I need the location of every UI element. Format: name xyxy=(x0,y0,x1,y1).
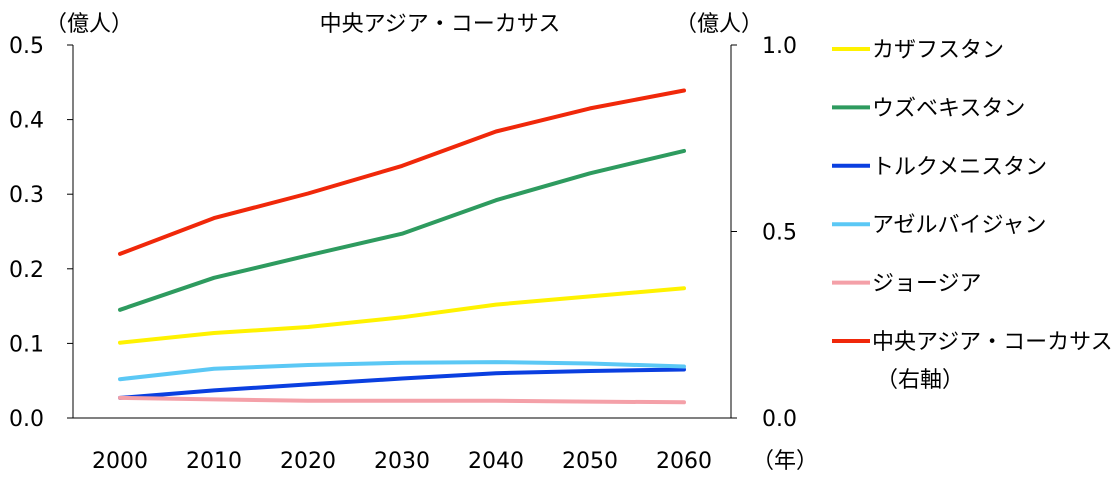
series-line-5 xyxy=(118,395,686,405)
left-tick-label: 0.3 xyxy=(9,183,44,208)
legend-label: 中央アジア・コーカサス xyxy=(872,330,1112,355)
series-line-4 xyxy=(118,360,686,382)
series-line-1 xyxy=(118,286,686,345)
x-tick-label: 2050 xyxy=(562,449,618,474)
x-tick-label: 2060 xyxy=(656,449,712,474)
x-tick-label: 2040 xyxy=(468,449,524,474)
chart-title: 中央アジア・コーカサス xyxy=(320,12,561,37)
left-axis-unit: （億人） xyxy=(45,12,133,37)
right-tick-label: 0.5 xyxy=(762,221,797,246)
legend-sublabel: （右軸） xyxy=(876,368,964,393)
left-tick-label: 0.2 xyxy=(9,258,44,283)
x-tick-label: 2030 xyxy=(374,449,430,474)
series-line-3 xyxy=(118,367,686,400)
right-tick-label: 1.0 xyxy=(762,34,797,59)
left-tick-label: 0.5 xyxy=(9,34,44,59)
left-tick-label: 0.0 xyxy=(9,407,44,432)
legend-label: アゼルバイジャン xyxy=(872,213,1046,238)
x-tick-label: 2020 xyxy=(280,449,336,474)
series-line-6 xyxy=(118,88,686,256)
left-tick-label: 0.4 xyxy=(9,109,44,134)
legend-label: カザフスタン xyxy=(872,38,1004,63)
x-axis-unit: （年） xyxy=(752,449,818,474)
right-tick-label: 0.0 xyxy=(762,407,797,432)
x-tick-label: 2010 xyxy=(186,449,242,474)
legend-label: ウズベキスタン xyxy=(872,96,1025,121)
legend-label: ジョージア xyxy=(872,272,982,297)
x-tick-label: 2000 xyxy=(92,449,148,474)
series-line-2 xyxy=(118,148,686,312)
legend-label: トルクメニスタン xyxy=(872,155,1047,180)
left-tick-label: 0.1 xyxy=(9,332,44,357)
right-axis-unit: （億人） xyxy=(675,12,763,37)
